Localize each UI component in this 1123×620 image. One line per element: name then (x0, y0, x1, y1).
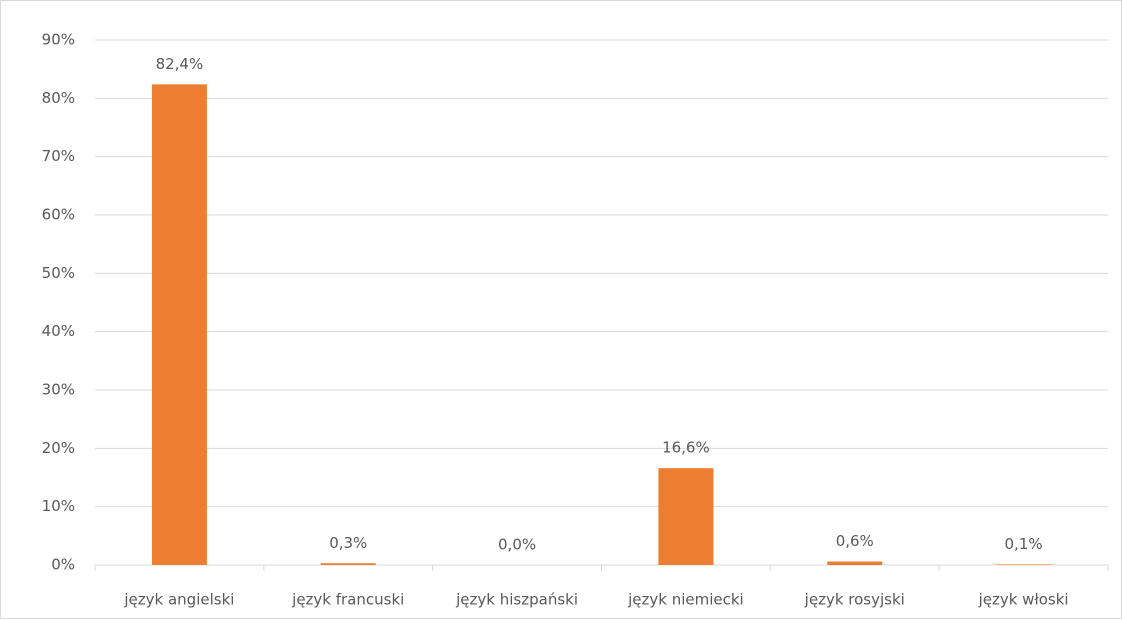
y-tick-label: 30% (42, 381, 75, 399)
x-tick-label: język angielski (123, 591, 234, 609)
bar (151, 84, 207, 565)
y-tick-label: 70% (42, 147, 75, 165)
y-tick-label: 60% (42, 206, 75, 224)
data-label: 0,6% (836, 532, 874, 550)
y-tick-label: 0% (51, 556, 75, 574)
y-tick-label: 90% (42, 31, 75, 49)
data-label: 0,1% (1005, 535, 1043, 553)
y-tick-label: 20% (42, 439, 75, 457)
x-tick-label: język hiszpański (455, 591, 578, 609)
x-tick-label: język francuski (291, 591, 404, 609)
y-tick-label: 80% (42, 89, 75, 107)
data-label: 0,0% (498, 536, 536, 554)
y-tick-label: 40% (42, 322, 75, 340)
y-tick-label: 10% (42, 497, 75, 515)
bar (658, 468, 714, 565)
bar (827, 561, 883, 565)
x-tick-label: język niemiecki (627, 591, 744, 609)
data-label: 0,3% (329, 534, 367, 552)
data-label: 16,6% (662, 439, 710, 457)
y-tick-label: 50% (42, 264, 75, 282)
x-tick-label: język rosyjski (804, 591, 905, 609)
bar (996, 564, 1052, 565)
bar (320, 563, 376, 565)
data-label: 82,4% (156, 55, 204, 73)
x-tick-label: język włoski (978, 591, 1069, 609)
